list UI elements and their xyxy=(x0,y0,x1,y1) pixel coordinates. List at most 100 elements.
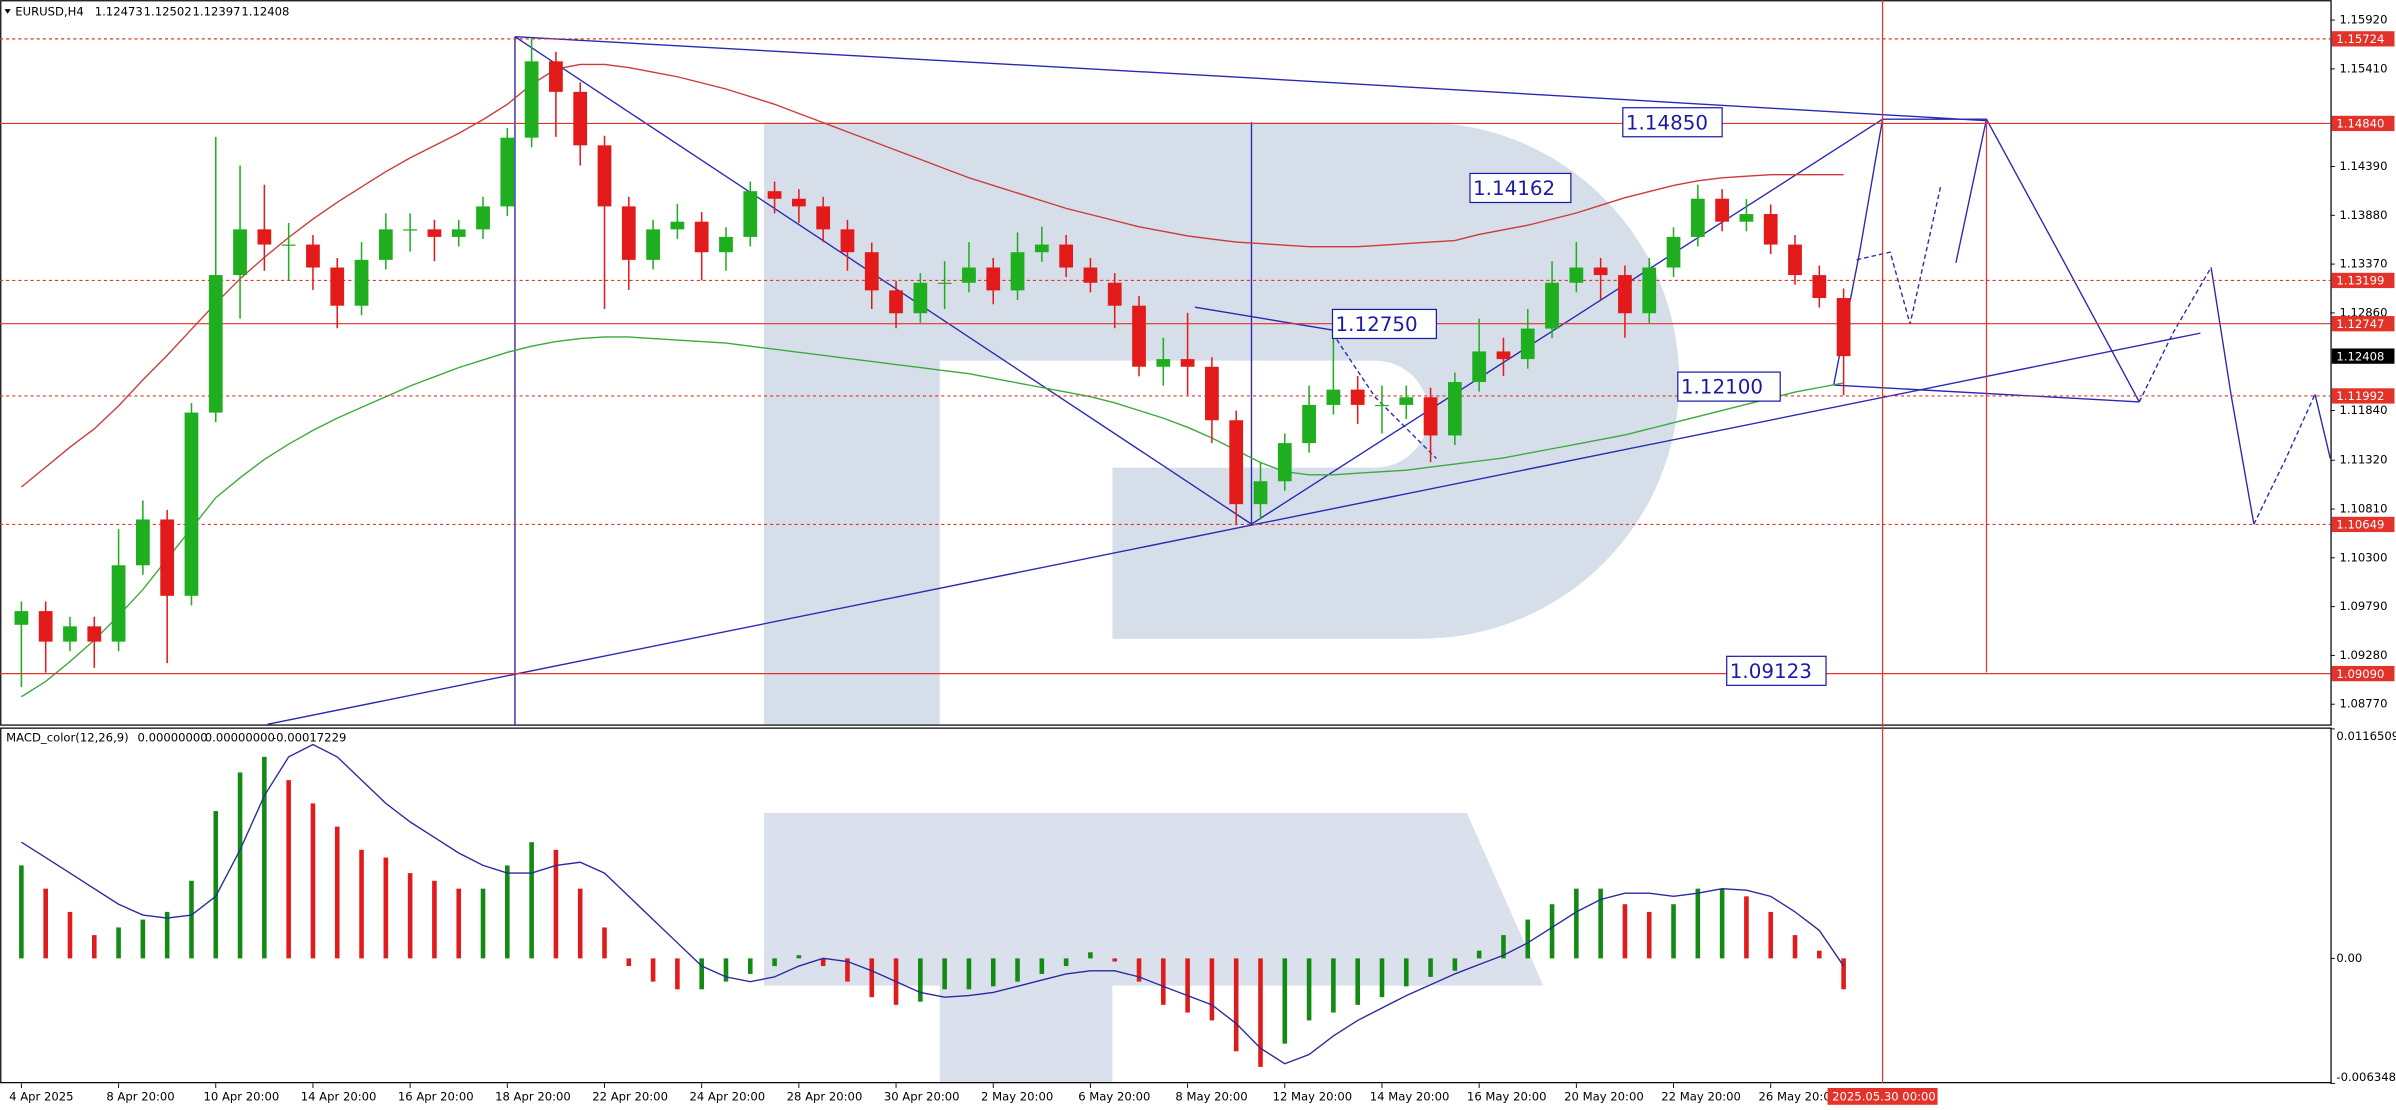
macd-bar xyxy=(990,958,996,987)
macd-bar xyxy=(869,958,875,998)
macd-bar xyxy=(772,958,777,967)
macd-bar xyxy=(699,958,704,990)
candle-body xyxy=(937,282,952,284)
macd-bar xyxy=(723,958,729,982)
macd-bar xyxy=(189,880,194,959)
macd-bar xyxy=(310,803,316,959)
macd-bar xyxy=(286,780,291,959)
header-arrow xyxy=(4,9,11,14)
candle-body xyxy=(257,229,272,245)
macd-bar xyxy=(529,842,534,959)
x-tick-label: 10 Apr 20:00 xyxy=(204,1090,280,1104)
x-tick-label: 6 May 20:00 xyxy=(1078,1090,1150,1104)
y-tick-label: 1.14390 xyxy=(2339,159,2387,173)
macd-bar xyxy=(1428,958,1433,977)
candle-body xyxy=(767,191,782,199)
candle-body xyxy=(646,229,660,260)
candle-body xyxy=(670,221,685,230)
macd-bar xyxy=(1039,958,1045,974)
x-tick-label: 4 Apr 2025 xyxy=(9,1090,73,1104)
candle-body xyxy=(1812,275,1827,299)
candle-body xyxy=(597,145,612,207)
candle-body xyxy=(281,244,296,246)
macd-bar xyxy=(1817,950,1822,959)
chart-title: EURUSD,H4 xyxy=(15,5,84,19)
annotation-box xyxy=(1726,655,1827,686)
macd-bar xyxy=(1744,896,1749,959)
candle-body xyxy=(1836,298,1851,357)
candle-body xyxy=(1472,351,1487,383)
x-tick-label: 16 Apr 20:00 xyxy=(398,1090,474,1104)
macd-bar xyxy=(1574,888,1579,959)
candle-body xyxy=(38,611,53,642)
x-tick-label: 28 Apr 20:00 xyxy=(787,1090,863,1104)
candle-body xyxy=(694,221,709,253)
candle-body xyxy=(1302,404,1316,444)
macd-bar xyxy=(116,927,121,959)
annotation: 1.09123 xyxy=(1730,660,1812,683)
candle-body xyxy=(354,259,369,306)
candle-body xyxy=(233,229,247,276)
last-price-tag xyxy=(2331,348,2395,364)
price-level-tag xyxy=(2331,115,2395,132)
y-tick-label: 1.08770 xyxy=(2339,697,2387,711)
candle-body xyxy=(330,267,345,306)
price-level-label: 1.15724 xyxy=(2336,32,2384,46)
candle-body xyxy=(1593,267,1608,276)
macd-bar xyxy=(747,958,753,974)
macd-bar xyxy=(1476,950,1482,959)
y-tick-label: 1.15920 xyxy=(2339,13,2387,27)
macd-bar xyxy=(1622,904,1628,959)
candle-body xyxy=(111,565,126,642)
time-marker-tag xyxy=(1827,1087,1938,1105)
macd-bar xyxy=(1671,904,1676,959)
candle-body xyxy=(986,267,1001,291)
candle-body xyxy=(524,61,539,138)
x-tick-label: 14 Apr 20:00 xyxy=(301,1090,377,1104)
candle-body xyxy=(1423,397,1438,436)
candle-body xyxy=(1496,351,1511,360)
candle-body xyxy=(549,61,563,92)
y-tick-label: 0.00 xyxy=(2336,951,2362,965)
x-tick-label: 8 May 20:00 xyxy=(1175,1090,1247,1104)
candle-body xyxy=(889,290,903,314)
candle-body xyxy=(1253,481,1268,505)
macd-bar xyxy=(1015,958,1020,982)
macd-bar xyxy=(796,955,802,959)
candle-body xyxy=(378,229,393,260)
macd-bar xyxy=(213,811,219,959)
x-tick-label: 20 May 20:00 xyxy=(1564,1090,1644,1104)
candle-body xyxy=(1375,404,1389,407)
macd-bar xyxy=(1063,958,1069,967)
indicator-readout: 0.00000000 xyxy=(138,731,208,745)
candle-body xyxy=(1156,359,1171,367)
macd-bar xyxy=(1501,935,1506,959)
x-tick-label: 24 Apr 20:00 xyxy=(689,1090,765,1104)
macd-bar xyxy=(1331,958,1336,1013)
macd-bar xyxy=(383,857,389,959)
macd-bar xyxy=(650,958,656,982)
candle-body xyxy=(1083,267,1098,283)
candle-body xyxy=(1059,244,1074,268)
candle-body xyxy=(1788,244,1802,276)
candle-body xyxy=(1277,443,1292,482)
macd-bar xyxy=(845,958,850,982)
y-tick-label: 1.13370 xyxy=(2339,257,2387,271)
candle-body xyxy=(184,412,199,596)
candle-body xyxy=(1350,389,1365,405)
macd-bar xyxy=(1841,958,1846,990)
annotation: 1.12100 xyxy=(1681,376,1763,399)
x-tick-label: 2 May 20:00 xyxy=(981,1090,1053,1104)
indicator-readout: -0.00017229 xyxy=(272,731,346,745)
x-tick-label: 14 May 20:00 xyxy=(1370,1090,1450,1104)
annotation-box xyxy=(1469,172,1572,204)
y-tick-label: 1.09280 xyxy=(2339,648,2387,662)
header-value: 1.12397 xyxy=(193,5,241,19)
annotation-box xyxy=(1677,371,1781,402)
x-tick-label: 22 May 20:00 xyxy=(1661,1090,1741,1104)
candle-body xyxy=(14,611,29,625)
candle-body xyxy=(962,267,976,283)
